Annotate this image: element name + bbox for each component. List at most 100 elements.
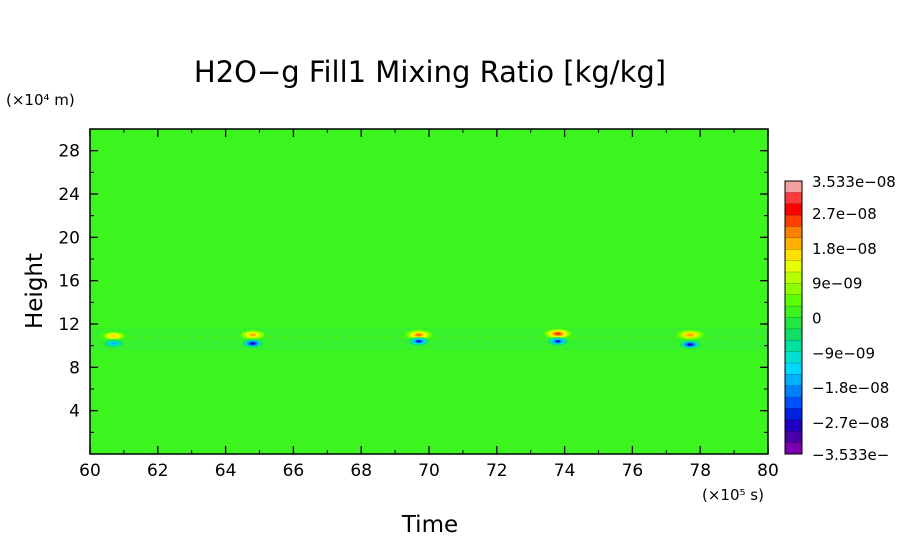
negative-anomaly <box>103 339 124 348</box>
positive-anomaly <box>404 329 433 340</box>
weak-perturbation <box>432 335 443 339</box>
plot-area <box>89 128 769 455</box>
weak-perturbation <box>364 335 375 339</box>
x-tick-label: 70 <box>418 461 440 481</box>
colorbar-swatch <box>785 215 802 227</box>
colorbar-tick-label: −9e−09 <box>812 344 875 362</box>
weak-perturbation <box>347 335 358 339</box>
x-tick-label: 72 <box>486 461 508 481</box>
y-tick-label: 28 <box>58 142 80 162</box>
colorbar-tick-label: 1.8e−08 <box>812 240 877 258</box>
weak-perturbation <box>212 335 223 339</box>
positive-anomaly <box>238 329 267 340</box>
weak-perturbation <box>483 335 494 339</box>
x-tick-label: 78 <box>689 461 711 481</box>
x-tick-label: 60 <box>79 461 101 481</box>
colorbar-swatch <box>785 408 802 421</box>
y-axis-label: Height <box>22 253 48 329</box>
weak-perturbation <box>737 335 748 339</box>
weak-perturbation <box>279 335 290 339</box>
weak-perturbation <box>144 335 155 339</box>
weak-perturbation <box>313 335 324 339</box>
negative-anomaly <box>408 337 429 346</box>
anomaly-contour <box>415 333 423 337</box>
weak-perturbation <box>296 335 307 339</box>
colorbar-swatch <box>785 203 802 216</box>
anomaly-contour <box>686 333 694 337</box>
colorbar-swatch <box>785 226 802 239</box>
colorbar-tick-label: 0 <box>812 310 822 328</box>
plot-background <box>90 129 768 454</box>
colorbar-swatch <box>785 237 802 250</box>
colorbar-swatch <box>785 419 802 432</box>
anomaly-contour <box>249 333 257 337</box>
weak-perturbation <box>568 335 579 339</box>
anomaly-contour <box>110 334 118 338</box>
weak-perturbation <box>127 335 138 339</box>
x-tick-label: 66 <box>283 461 305 481</box>
weak-perturbation <box>754 335 765 339</box>
colorbar-swatch <box>785 363 802 375</box>
colorbar-swatch <box>785 374 802 387</box>
anomaly-contour <box>249 342 256 345</box>
colorbar-swatch <box>785 272 802 284</box>
colorbar-swatch <box>785 181 802 193</box>
anomaly-contour <box>687 343 693 346</box>
weak-perturbation <box>330 335 341 339</box>
y-tick-label: 12 <box>58 315 80 335</box>
x-tick-label: 64 <box>215 461 237 481</box>
weak-perturbation <box>534 335 545 339</box>
colorbar-tick-label: −3.533e− <box>812 446 889 464</box>
colorbar-swatch <box>785 192 802 205</box>
colorbar-tick-label: −1.8e−08 <box>812 379 889 397</box>
x-tick-label: 76 <box>622 461 644 481</box>
chart-title: H2O−g Fill1 Mixing Ratio [kg/kg] <box>194 55 666 89</box>
weak-perturbation <box>585 335 596 339</box>
colorbar-swatch <box>785 260 802 273</box>
colorbar-tick-label: 3.533e−08 <box>812 173 896 191</box>
weak-perturbation <box>601 335 612 339</box>
colorbar-swatch <box>785 306 802 318</box>
weak-perturbation <box>161 335 172 339</box>
weak-perturbation <box>466 335 477 339</box>
colorbar-swatch <box>785 385 802 398</box>
colorbar-tick-label: 9e−09 <box>812 275 862 293</box>
positive-anomaly <box>99 330 128 342</box>
colorbar-swatch <box>785 442 802 455</box>
x-tick-label: 68 <box>350 461 372 481</box>
weak-perturbation <box>229 335 240 339</box>
weak-perturbation <box>517 335 528 339</box>
x-axis-label: Time <box>401 512 458 538</box>
weak-perturbation <box>195 335 206 339</box>
y-tick-label: 24 <box>58 185 80 205</box>
colorbar-swatch <box>785 431 802 443</box>
weak-perturbation <box>618 335 629 339</box>
weak-perturbation <box>381 335 392 339</box>
colorbar: 3.533e−08 2.7e−08 1.8e−08 9e−09 0 −9e−09 −1.8e… <box>784 173 896 464</box>
colorbar-tick-label: 2.7e−08 <box>812 205 877 223</box>
colorbar-tick-label: −2.7e−08 <box>812 414 889 432</box>
positive-anomaly <box>676 329 705 340</box>
x-tick-label: 74 <box>554 461 576 481</box>
anomaly-contour <box>554 332 562 336</box>
x-tick-label: 80 <box>757 461 779 481</box>
weak-perturbation <box>449 335 460 339</box>
y-axis-unit: (×10⁴ m) <box>6 91 75 109</box>
colorbar-swatch <box>785 294 802 307</box>
weak-perturbation <box>652 335 663 339</box>
negative-anomaly <box>547 337 568 346</box>
anomaly-contour <box>110 342 117 345</box>
y-axis: 4 8 12 16 20 24 28 <box>58 142 768 433</box>
x-axis-unit: (×10⁵ s) <box>702 486 764 504</box>
weak-perturbation <box>703 335 714 339</box>
weak-perturbation <box>500 335 511 339</box>
y-tick-label: 4 <box>69 402 80 422</box>
weak-perturbation <box>635 335 646 339</box>
colorbar-swatch <box>785 351 802 364</box>
y-tick-label: 16 <box>58 272 80 292</box>
colorbar-swatch <box>785 328 802 341</box>
y-tick-label: 20 <box>58 228 80 248</box>
x-tick-label: 62 <box>147 461 169 481</box>
anomaly-contour <box>555 340 561 343</box>
